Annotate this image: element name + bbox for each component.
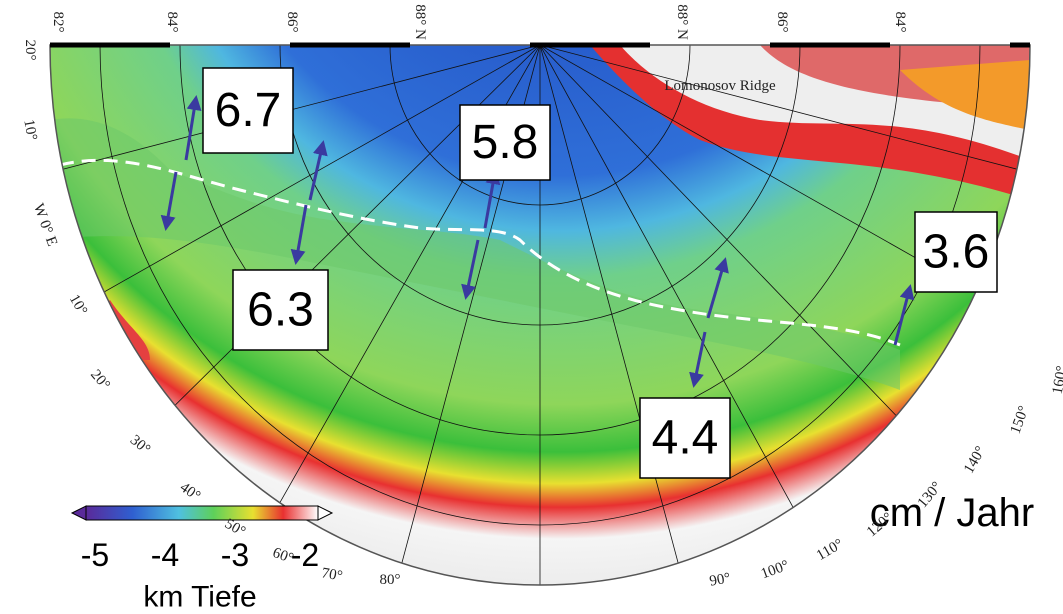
longitude-label: 10° bbox=[66, 292, 90, 318]
latitude-label: 84° bbox=[892, 12, 908, 33]
longitude-label: 110° bbox=[814, 536, 846, 564]
colorbar bbox=[72, 506, 332, 520]
latitude-label: 84° bbox=[164, 12, 180, 33]
colorbar-tick-label: -3 bbox=[221, 537, 249, 573]
latitude-label: 88° N bbox=[674, 4, 690, 40]
longitude-label: 100° bbox=[759, 558, 791, 583]
longitude-label: 160° bbox=[1050, 365, 1063, 396]
rate-unit: cm / Jahr bbox=[870, 491, 1034, 535]
longitude-label: 40° bbox=[177, 479, 203, 504]
longitude-label: 10° bbox=[20, 118, 39, 141]
rate-label: 4.4 bbox=[652, 412, 719, 465]
rate-label: 3.6 bbox=[923, 226, 990, 279]
rate-label: 6.7 bbox=[215, 84, 282, 137]
longitude-label: 20° bbox=[22, 40, 38, 61]
colorbar-tick-label: -5 bbox=[81, 537, 109, 573]
latitude-label: 86° bbox=[774, 12, 790, 33]
longitude-label: 30° bbox=[127, 432, 153, 458]
longitude-label: 70° bbox=[320, 565, 343, 584]
feature-label: Lomonosov Ridge bbox=[664, 78, 776, 94]
rate-label: 6.3 bbox=[247, 284, 314, 337]
latitude-label: 88° N bbox=[412, 4, 428, 40]
latitude-label: 82° bbox=[50, 12, 66, 33]
colorbar-tick-label: -2 bbox=[291, 537, 319, 573]
longitude-label: 20° bbox=[87, 367, 113, 393]
longitude-label: W 0° E bbox=[30, 202, 60, 249]
longitude-label: 80° bbox=[380, 572, 401, 588]
colorbar-tick-label: -4 bbox=[151, 537, 179, 573]
longitude-label: 150° bbox=[1008, 404, 1033, 436]
longitude-label: 90° bbox=[708, 570, 731, 589]
rate-label: 5.8 bbox=[472, 116, 539, 169]
colorbar-label: km Tiefe bbox=[143, 581, 256, 614]
latitude-label: 86° bbox=[284, 12, 300, 33]
longitude-label: 140° bbox=[961, 444, 989, 477]
map: Lomonosov Ridge cm / Jahr km Tiefe 6.7 5.… bbox=[0, 0, 1063, 614]
